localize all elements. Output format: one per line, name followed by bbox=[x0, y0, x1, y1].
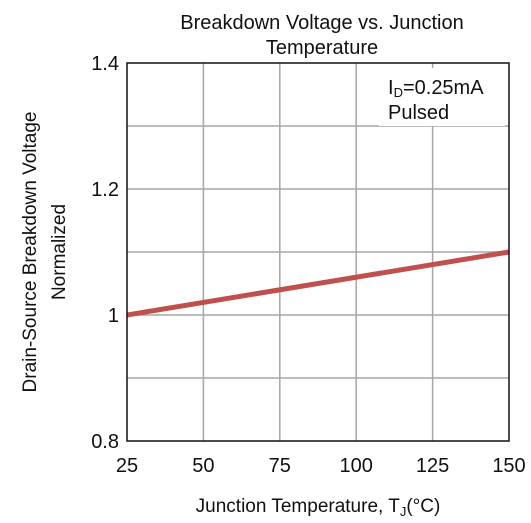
x-tick-label: 125 bbox=[416, 455, 449, 477]
x-tick-label: 150 bbox=[492, 455, 525, 477]
y-tick-label: 1.2 bbox=[91, 179, 119, 201]
annotation-line-1: ID=0.25mA bbox=[388, 77, 484, 100]
annotation-line-2: Pulsed bbox=[388, 102, 449, 124]
x-tick-label: 50 bbox=[192, 455, 214, 477]
y-tick-label: 1 bbox=[108, 305, 119, 327]
x-tick-label: 100 bbox=[340, 455, 373, 477]
annotation-box bbox=[379, 68, 505, 126]
x-tick-labels: 25 50 75 100 125 150 bbox=[116, 455, 526, 477]
y-tick-labels: 0.8 1 1.2 1.4 bbox=[91, 53, 119, 453]
chart-title-line-2: Temperature bbox=[266, 37, 378, 59]
y-tick-label: 1.4 bbox=[91, 53, 119, 75]
y-tick-label: 0.8 bbox=[91, 431, 119, 453]
x-tick-label: 25 bbox=[116, 455, 138, 477]
y-axis-label-line-1: Drain-Source Breakdown Voltage bbox=[20, 112, 41, 393]
plot-frame bbox=[126, 62, 510, 442]
chart-title-line-1: Breakdown Voltage vs. Junction bbox=[180, 12, 464, 34]
series-line-0 bbox=[126, 249, 510, 318]
x-tick-label: 75 bbox=[269, 455, 291, 477]
series-group bbox=[126, 249, 510, 318]
x-axis-label: Junction Temperature, TJ(°C) bbox=[196, 496, 441, 519]
y-axis-label-line-2: Normalized bbox=[49, 204, 70, 300]
